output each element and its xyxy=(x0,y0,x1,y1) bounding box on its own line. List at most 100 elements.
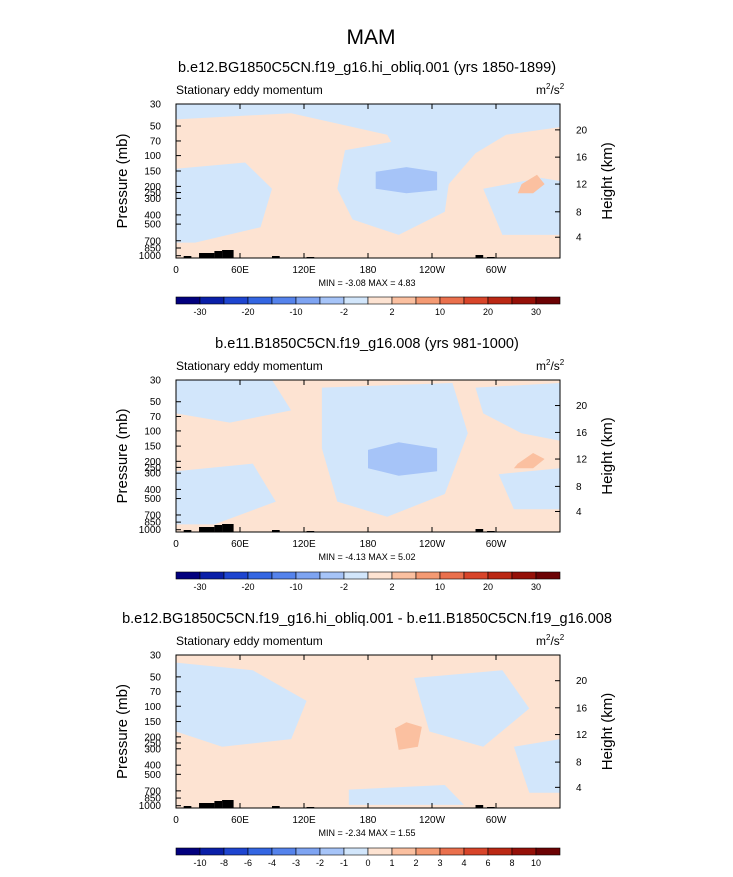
chart-panel-3: b.e12.BG1850C5CN.f19_g16.hi_obliq.001 - … xyxy=(114,611,616,868)
topography-bar xyxy=(199,527,215,532)
colorbar-label: -2 xyxy=(340,307,348,317)
colorbar-swatch xyxy=(271,571,297,580)
colorbar-swatch xyxy=(439,571,465,580)
pressure-tick-label: 700 xyxy=(144,786,161,797)
colorbar-label: -20 xyxy=(241,582,254,592)
colorbar-label: -10 xyxy=(289,582,302,592)
height-tick-label: 20 xyxy=(576,401,588,412)
x-tick-label: 60E xyxy=(231,815,249,826)
x-tick-label: 120E xyxy=(292,539,316,550)
colorbar-swatch xyxy=(511,847,537,856)
colorbar-swatch xyxy=(511,571,537,580)
topography-bar xyxy=(475,529,484,532)
colorbar: -30 -20 -10 -2 2 10 20 30 xyxy=(175,571,561,592)
x-tick-label: 180 xyxy=(360,815,377,826)
colorbar-swatch xyxy=(175,296,201,305)
pressure-tick-label: 850 xyxy=(144,794,161,805)
colorbar-swatch xyxy=(391,296,417,305)
panel-title: b.e12.BG1850C5CN.f19_g16.hi_obliq.001 - … xyxy=(122,611,612,627)
contour-negative-region xyxy=(498,468,560,510)
pressure-tick-label: 500 xyxy=(144,494,161,505)
x-tick-label: 0 xyxy=(173,815,179,826)
min-max-label: MIN = -3.08 MAX = 4.83 xyxy=(318,278,415,288)
colorbar-label: 6 xyxy=(485,858,490,868)
pressure-tick-label: 1000 xyxy=(139,525,162,536)
colorbar: -10 -8 -6 -4 -3 -2 -1 0 1 2 3 4 6 8 10 xyxy=(175,847,561,868)
colorbar-label: -30 xyxy=(193,582,206,592)
topography-bar xyxy=(183,806,192,808)
pressure-tick-label: 500 xyxy=(144,220,161,231)
pressure-tick-label: 200 xyxy=(144,457,161,468)
panel-variable-label: Stationary eddy momentum xyxy=(176,359,323,373)
topography-bar xyxy=(475,805,484,808)
pressure-tick-label: 200 xyxy=(144,732,161,743)
colorbar-swatch xyxy=(367,571,393,580)
colorbar-swatch xyxy=(175,571,201,580)
colorbar-label: -4 xyxy=(268,858,276,868)
colorbar-swatch xyxy=(391,847,417,856)
pressure-tick-label: 1000 xyxy=(139,801,162,812)
colorbar-swatch xyxy=(367,847,393,856)
y-axis-left-label: Pressure (mb) xyxy=(114,684,131,779)
x-tick-label: 180 xyxy=(360,265,377,276)
colorbar-label: 8 xyxy=(509,858,514,868)
colorbar-swatch xyxy=(535,296,561,305)
pressure-tick-label: 400 xyxy=(144,485,161,496)
colorbar-swatch xyxy=(319,847,345,856)
pressure-tick-label: 300 xyxy=(144,194,161,205)
topography-bar xyxy=(183,530,192,532)
colorbar-swatch xyxy=(295,296,321,305)
topography-bar xyxy=(199,803,215,808)
contour-positive-core xyxy=(394,722,422,750)
colorbar-swatch xyxy=(247,571,273,580)
x-tick-label: 60W xyxy=(486,539,507,550)
contour-positive-core xyxy=(517,174,545,194)
x-tick-label: 0 xyxy=(173,265,179,276)
topography-bar xyxy=(222,524,234,532)
colorbar-swatch xyxy=(487,296,513,305)
x-tick-label: 60E xyxy=(231,265,249,276)
topography-bar xyxy=(199,253,215,258)
pressure-tick-label: 250 xyxy=(144,463,161,474)
colorbar-swatch xyxy=(487,847,513,856)
contour-negative-region xyxy=(483,177,560,235)
y-axis-right-label: Height (km) xyxy=(599,142,616,220)
x-tick-label: 60W xyxy=(486,815,507,826)
pressure-tick-label: 700 xyxy=(144,510,161,521)
colorbar-label: -2 xyxy=(340,582,348,592)
contour-negative-core xyxy=(368,442,438,476)
colorbar-swatch xyxy=(223,571,249,580)
y-axis-right-label: Height (km) xyxy=(599,693,616,771)
colorbar-swatch xyxy=(343,571,369,580)
pressure-tick-label: 250 xyxy=(144,188,161,199)
pressure-tick-label: 1000 xyxy=(139,251,162,262)
height-tick-label: 8 xyxy=(576,758,582,769)
height-tick-label: 8 xyxy=(576,482,582,493)
colorbar-label: -8 xyxy=(220,858,228,868)
colorbar-label: -2 xyxy=(316,858,324,868)
colorbar-label: -10 xyxy=(193,858,206,868)
colorbar-swatch xyxy=(463,296,489,305)
pressure-tick-label: 100 xyxy=(144,702,161,713)
x-tick-label: 0 xyxy=(173,539,179,550)
colorbar-swatch xyxy=(535,847,561,856)
height-tick-label: 16 xyxy=(576,703,588,714)
y-axis-right-label: Height (km) xyxy=(599,417,616,495)
x-tick-label: 120E xyxy=(292,265,316,276)
topography-bar xyxy=(475,255,484,258)
colorbar-label: 2 xyxy=(413,858,418,868)
topography-bar xyxy=(222,250,234,258)
panel-variable-label: Stationary eddy momentum xyxy=(176,634,323,648)
pressure-tick-label: 50 xyxy=(150,397,162,408)
contour-negative-region xyxy=(176,662,307,747)
colorbar-label: 3 xyxy=(437,858,442,868)
colorbar-label: 30 xyxy=(531,307,541,317)
colorbar-label: -6 xyxy=(244,858,252,868)
height-tick-label: 16 xyxy=(576,428,588,439)
colorbar-label: 10 xyxy=(435,307,445,317)
colorbar-swatch xyxy=(175,847,201,856)
colorbar-swatch xyxy=(535,571,561,580)
topography-bar xyxy=(214,525,223,532)
pressure-tick-label: 70 xyxy=(150,687,162,698)
